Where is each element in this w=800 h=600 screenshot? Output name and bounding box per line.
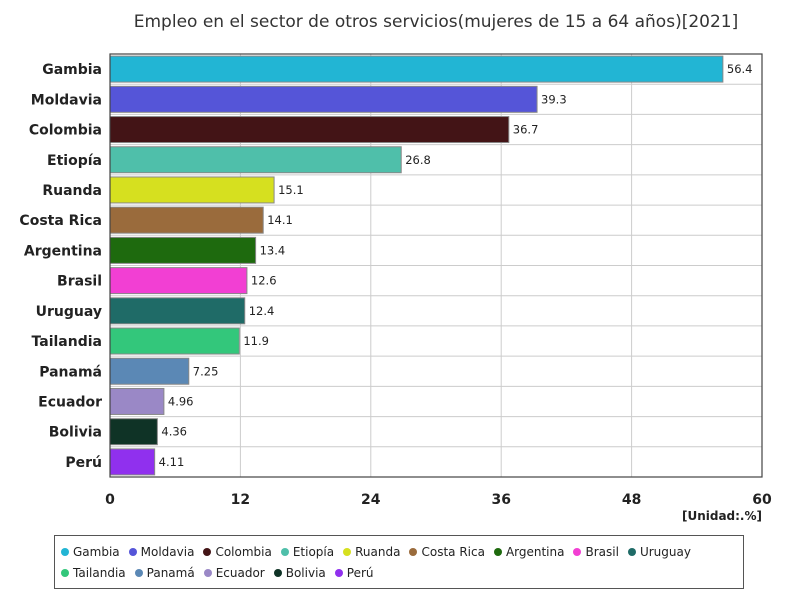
legend-label: Tailandia [73, 565, 126, 580]
value-label: 14.1 [267, 213, 293, 227]
category-label: Etiopía [47, 153, 102, 169]
legend-label: Costa Rica [421, 544, 485, 559]
category-label: Argentina [24, 243, 102, 259]
legend-swatch [203, 547, 212, 556]
value-label: 12.4 [249, 304, 275, 318]
unit-label: [Unidad:.%] [681, 509, 762, 523]
value-label: 36.7 [513, 123, 539, 137]
category-label: Colombia [29, 123, 102, 139]
legend-item: Panamá [134, 562, 195, 583]
legend-label: Brasil [585, 544, 619, 559]
value-label: 4.11 [159, 455, 185, 469]
legend-item: Etiopía [280, 541, 335, 562]
legend-label: Etiopía [292, 544, 335, 559]
category-label: Tailandia [32, 334, 102, 350]
category-label: Panamá [39, 364, 102, 380]
x-tick-label: 36 [491, 492, 510, 508]
legend-item: Tailandia [61, 562, 126, 583]
bar [109, 418, 158, 446]
bar [109, 327, 240, 355]
x-tick-label: 24 [361, 492, 381, 508]
legend-item: Uruguay [627, 541, 691, 562]
legend-swatch [343, 547, 352, 556]
bar [109, 85, 538, 113]
legend-item: Moldavia [128, 541, 195, 562]
legend-label: Bolivia [285, 565, 326, 580]
legend-item: Argentina [493, 541, 565, 562]
legend-label: Ruanda [355, 544, 401, 559]
legend-item: Colombia [203, 541, 272, 562]
bar [109, 448, 156, 476]
legend-item: Brasil [573, 541, 619, 562]
category-label: Moldavia [31, 92, 102, 108]
category-label: Bolivia [49, 425, 102, 441]
value-label: 26.8 [405, 153, 431, 167]
legend: Gambia Moldavia Colombia Etiopía Ruanda Costa… [54, 535, 744, 589]
legend-swatch [627, 547, 636, 556]
legend-swatch [61, 547, 69, 556]
bar [109, 297, 246, 325]
value-label: 13.4 [260, 243, 286, 257]
x-tick-label: 60 [752, 492, 772, 508]
legend-label: Uruguay [639, 544, 691, 559]
value-label: 39.3 [541, 92, 567, 106]
bar [109, 267, 248, 295]
legend-label: Moldavia [140, 544, 195, 559]
category-label: Ruanda [42, 183, 102, 199]
legend-item: Ecuador [203, 562, 265, 583]
legend-item: Perú [334, 562, 374, 583]
bar [109, 236, 257, 264]
legend-label: Perú [346, 565, 374, 580]
value-label: 15.1 [278, 183, 304, 197]
bar [109, 116, 510, 144]
plot-border [109, 53, 763, 478]
legend-label: Argentina [505, 544, 565, 559]
value-label: 11.9 [243, 334, 269, 348]
value-label: 4.36 [161, 425, 187, 439]
legend-label: Panamá [146, 565, 195, 580]
legend-swatch [573, 547, 582, 556]
category-label: Brasil [57, 274, 102, 290]
category-label: Ecuador [38, 394, 102, 410]
bar [109, 146, 402, 174]
x-tick-label: 12 [231, 492, 250, 508]
bar [109, 176, 275, 204]
legend-swatch [493, 547, 502, 556]
legend-swatch [280, 547, 289, 556]
legend-swatch [273, 568, 282, 577]
x-tick-label: 0 [105, 492, 115, 508]
legend-item: Costa Rica [409, 541, 485, 562]
legend-swatch [203, 568, 212, 577]
legend-item: Gambia [61, 541, 120, 562]
x-tick-label: 48 [622, 492, 641, 508]
legend-item: Bolivia [273, 562, 326, 583]
category-label: Perú [65, 455, 102, 471]
value-label: 7.25 [193, 364, 219, 378]
legend-swatch [128, 547, 137, 556]
legend-label: Colombia [215, 544, 272, 559]
bar [109, 55, 724, 83]
category-label: Uruguay [36, 304, 102, 320]
legend-swatch [334, 568, 343, 577]
bar-chart: Gambia 56.4 Moldavia 39.3 Colombia 36.7 Etiopí… [19, 53, 772, 508]
category-label: Gambia [42, 62, 102, 78]
category-label: Costa Rica [19, 213, 102, 229]
legend-item: Ruanda [343, 541, 400, 562]
legend-swatch [61, 568, 69, 577]
chart-title: Empleo en el sector de otros servicios(m… [133, 12, 739, 32]
value-label: 56.4 [727, 62, 753, 76]
value-label: 4.96 [168, 394, 194, 408]
legend-label: Gambia [73, 544, 120, 559]
legend-swatch [134, 568, 143, 577]
legend-swatch [409, 547, 418, 556]
bar [109, 387, 165, 415]
value-label: 12.6 [251, 274, 277, 288]
legend-label: Ecuador [215, 565, 265, 580]
bar [109, 206, 264, 234]
bar [109, 357, 190, 385]
